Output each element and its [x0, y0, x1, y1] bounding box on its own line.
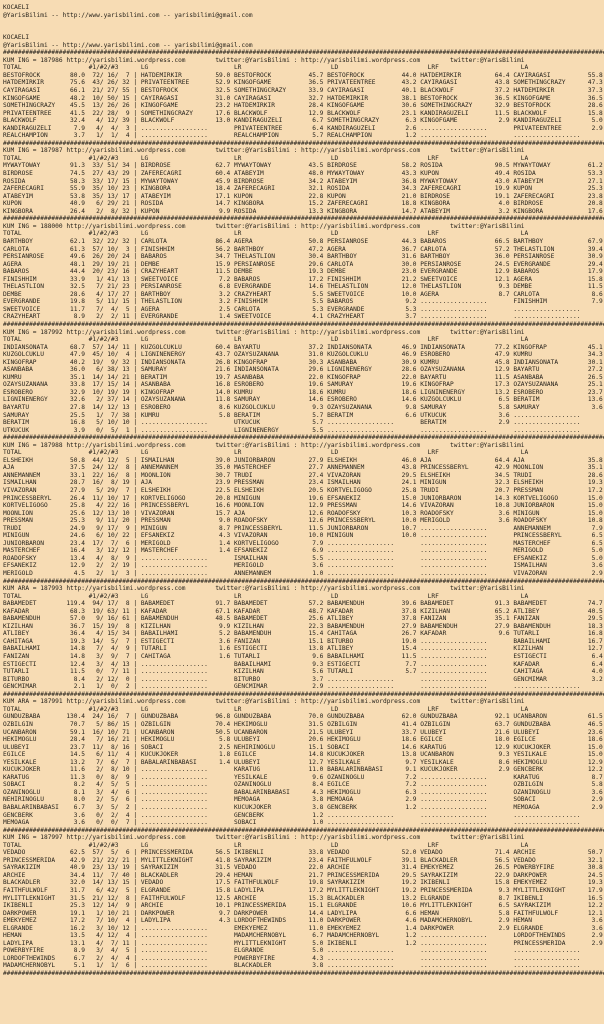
race-block: ########################################…: [3, 320, 604, 434]
race-block: ########################################…: [3, 139, 604, 215]
race-block: ########################################…: [3, 215, 604, 321]
page-header: KOCAELI @YarisBilimi -- http://www.yaris…: [3, 4, 253, 49]
race-block: ########################################…: [3, 577, 604, 691]
terminal-output: KOCAELI @YarisBilimi -- http://www.yaris…: [3, 4, 604, 977]
race-block: ########################################…: [3, 49, 604, 140]
race-blocks-container: ########################################…: [3, 49, 604, 977]
race-block: ########################################…: [3, 690, 604, 827]
race-block: ########################################…: [3, 826, 604, 977]
race-block: ########################################…: [3, 434, 604, 578]
